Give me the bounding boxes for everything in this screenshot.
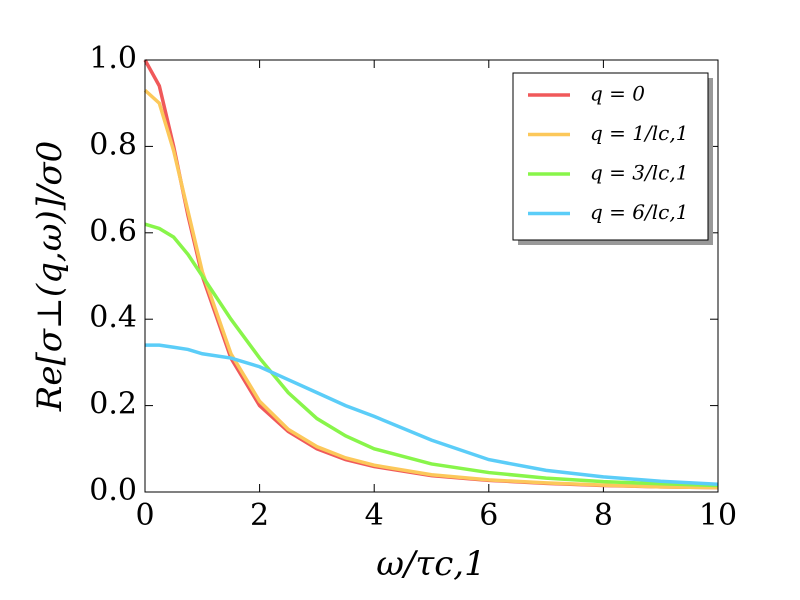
x-tick-label: 0 <box>135 498 154 533</box>
legend-label: q = 1/lc,1 <box>590 121 688 145</box>
y-axis-label: Re[σ⊥(q,ω)]/σ0 <box>30 141 70 413</box>
x-tick-label: 6 <box>479 498 498 533</box>
plot-frame <box>144 59 719 493</box>
legend-label: q = 6/lc,1 <box>590 200 688 224</box>
x-tick-label: 2 <box>250 498 269 533</box>
y-tick-label: 0.4 <box>89 300 137 335</box>
y-tick-label: 0.2 <box>89 387 137 422</box>
y-tick-label: 0.0 <box>89 473 137 508</box>
y-tick-label: 0.6 <box>89 214 137 249</box>
x-tick-label: 10 <box>699 498 737 533</box>
line-series <box>143 88 719 490</box>
x-axis-label: ω/τc,1 <box>376 544 485 584</box>
line-series <box>144 222 719 488</box>
y-tick-label: 0.8 <box>89 127 137 162</box>
legend-label: q = 3/lc,1 <box>590 161 688 185</box>
x-tick-label: 4 <box>365 498 384 533</box>
legend-label: q = 0 <box>590 82 645 106</box>
line-series <box>145 343 719 486</box>
x-tick-label: 8 <box>594 498 613 533</box>
y-tick-label: 1.0 <box>89 41 137 76</box>
